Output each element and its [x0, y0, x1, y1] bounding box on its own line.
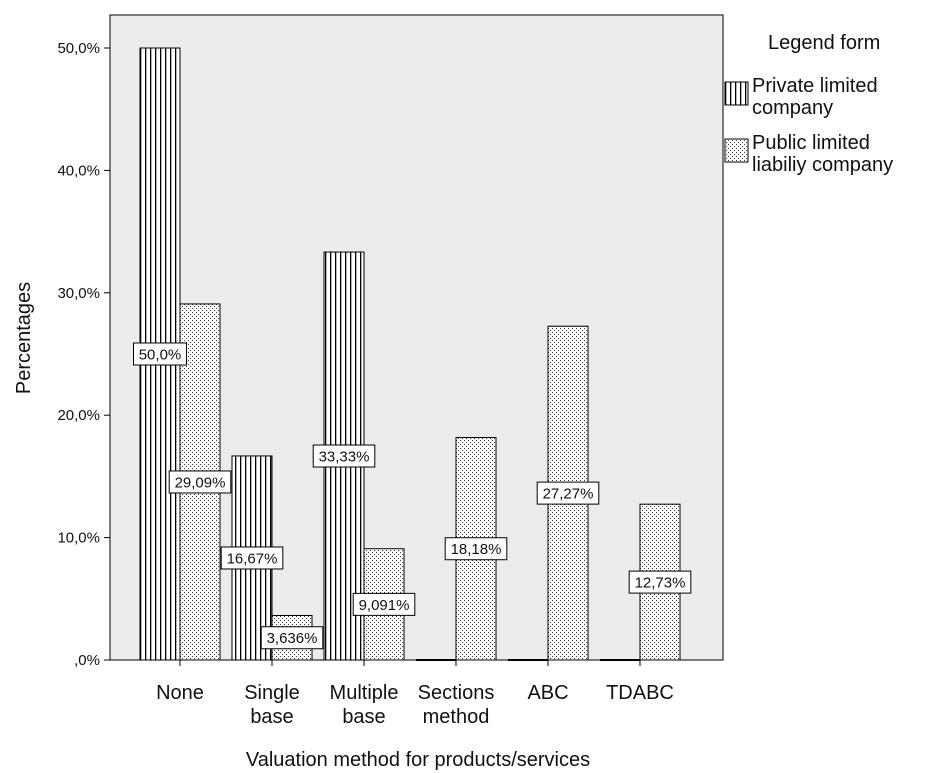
data-label-box [352, 592, 416, 616]
data-label: 27,27% [543, 486, 594, 503]
x-tick-label: Multiple base [330, 682, 399, 728]
x-axis-title: Valuation method for products/services [246, 749, 590, 771]
data-label: 16,67% [227, 550, 278, 567]
legend-swatch [724, 138, 749, 163]
x-tick-label: None [156, 682, 204, 704]
data-label-box [133, 342, 187, 366]
data-label-box [168, 470, 232, 494]
y-axis-title: Percentages [13, 282, 35, 394]
data-label: 3,636% [267, 630, 318, 647]
data-label: 50,0% [139, 347, 182, 364]
data-label-box [444, 537, 508, 561]
legend-label: Private limited company [752, 75, 878, 119]
legend-swatch [724, 81, 749, 106]
y-tick-label: 50,0% [57, 40, 100, 57]
x-tick-label: ABC [527, 682, 568, 704]
data-label-box [312, 444, 376, 468]
data-label-box [536, 481, 600, 505]
legend-label: Public limited liabiliy company [752, 132, 893, 176]
data-label: 29,09% [175, 474, 226, 491]
x-tick-label: Sections method [418, 682, 495, 728]
y-tick-label: ,0% [74, 652, 100, 669]
data-label-box [628, 570, 692, 594]
data-label: 9,091% [359, 597, 410, 614]
data-label-box [220, 546, 284, 570]
y-tick-label: 20,0% [57, 407, 100, 424]
data-label: 33,33% [319, 449, 370, 466]
x-tick-label: TDABC [606, 682, 674, 704]
data-label-box [260, 626, 324, 650]
legend-title: Legend form [768, 32, 880, 54]
y-tick-label: 40,0% [57, 162, 100, 179]
x-tick-label: Single base [244, 682, 300, 728]
data-label: 18,18% [451, 541, 502, 558]
y-tick-label: 10,0% [57, 530, 100, 547]
y-tick-label: 30,0% [57, 285, 100, 302]
data-label: 12,73% [635, 575, 686, 592]
